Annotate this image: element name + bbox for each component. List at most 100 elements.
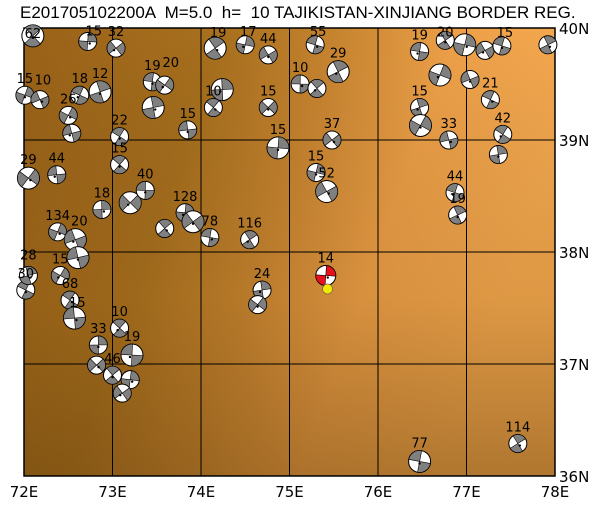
focal-mechanism[interactable] bbox=[21, 24, 45, 48]
focal-mechanism[interactable] bbox=[87, 355, 107, 375]
focal-mechanism[interactable] bbox=[92, 199, 112, 219]
focal-mechanism[interactable] bbox=[460, 70, 480, 90]
focal-mechanism[interactable] bbox=[475, 40, 495, 60]
focal-mechanism[interactable] bbox=[453, 33, 477, 57]
focal-mechanism[interactable] bbox=[439, 130, 459, 150]
focal-mechanism[interactable] bbox=[103, 365, 122, 385]
compressional-quadrant bbox=[306, 163, 326, 182]
compressional-quadrant bbox=[266, 136, 290, 160]
focal-mechanism[interactable] bbox=[16, 166, 40, 190]
focal-mechanism[interactable] bbox=[306, 162, 326, 182]
main-event-mechanism[interactable] bbox=[315, 265, 337, 287]
depth-label: 19 bbox=[210, 26, 227, 41]
focal-mechanism[interactable] bbox=[15, 85, 35, 105]
focal-mechanism[interactable] bbox=[210, 78, 234, 102]
focal-mechanism[interactable] bbox=[315, 180, 339, 204]
compressional-quadrant bbox=[489, 145, 508, 164]
focal-mechanism[interactable] bbox=[200, 227, 220, 247]
focal-mechanism[interactable] bbox=[120, 370, 140, 390]
focal-mechanism[interactable] bbox=[322, 130, 342, 150]
focal-mechanism[interactable] bbox=[135, 180, 155, 200]
focal-mechanism[interactable] bbox=[60, 290, 80, 310]
focal-mechanism[interactable] bbox=[235, 35, 255, 55]
focal-mechanism[interactable] bbox=[178, 120, 198, 140]
focal-mechanism[interactable] bbox=[181, 210, 205, 234]
focal-mechanism[interactable] bbox=[266, 136, 290, 160]
p-axis-dot bbox=[112, 48, 116, 52]
focal-mechanism[interactable] bbox=[203, 36, 227, 60]
focal-mechanism[interactable] bbox=[258, 45, 278, 65]
focal-mechanism[interactable] bbox=[118, 191, 142, 215]
p-axis-dot bbox=[491, 100, 494, 103]
focal-mechanism[interactable] bbox=[110, 127, 130, 147]
focal-mechanism[interactable] bbox=[110, 318, 130, 338]
focal-mechanism[interactable] bbox=[50, 266, 70, 286]
focal-mechanism[interactable] bbox=[66, 246, 90, 270]
focal-mechanism[interactable] bbox=[47, 165, 67, 185]
focal-mechanism[interactable] bbox=[508, 434, 528, 454]
focal-mechanism[interactable] bbox=[307, 78, 327, 98]
focal-mechanism[interactable] bbox=[488, 145, 508, 165]
focal-mechanism[interactable] bbox=[62, 306, 86, 330]
main-event[interactable] bbox=[315, 265, 337, 295]
depth-label: 30 bbox=[17, 267, 34, 282]
p-axis-dot bbox=[242, 45, 245, 48]
compressional-quadrant bbox=[111, 127, 128, 146]
p-axis-dot bbox=[468, 80, 472, 83]
depth-label: 10 bbox=[35, 74, 52, 89]
focal-mechanism[interactable] bbox=[70, 85, 90, 105]
focal-mechanism[interactable] bbox=[445, 183, 465, 203]
depth-label: 37 bbox=[324, 117, 341, 132]
depth-label: 17 bbox=[240, 25, 257, 40]
focal-mechanism[interactable] bbox=[18, 266, 38, 286]
focal-mechanism[interactable] bbox=[410, 98, 430, 118]
focal-mechanism[interactable] bbox=[112, 383, 132, 403]
focal-mechanism[interactable] bbox=[155, 218, 175, 238]
focal-mechanism[interactable] bbox=[120, 343, 144, 367]
focal-mechanism[interactable] bbox=[252, 280, 272, 300]
p-axis-dot bbox=[128, 355, 132, 359]
depth-label: 10 bbox=[111, 305, 128, 320]
focal-mechanism[interactable] bbox=[248, 295, 268, 315]
focal-mechanism[interactable] bbox=[30, 90, 50, 110]
depth-label: 24 bbox=[254, 267, 271, 282]
focal-mechanism[interactable] bbox=[141, 96, 165, 120]
focal-mechanism[interactable] bbox=[408, 113, 432, 137]
focal-mechanism[interactable] bbox=[110, 155, 130, 175]
compressional-quadrant bbox=[112, 385, 132, 401]
focal-mechanism[interactable] bbox=[62, 123, 82, 143]
p-axis-dot bbox=[518, 444, 522, 447]
focal-mechanism[interactable] bbox=[480, 90, 500, 110]
focal-mechanism[interactable] bbox=[492, 36, 512, 56]
focal-mechanism[interactable] bbox=[448, 205, 468, 225]
focal-mechanism[interactable] bbox=[155, 75, 175, 95]
focal-mechanism[interactable] bbox=[88, 335, 108, 355]
depth-label: 62 bbox=[25, 27, 42, 42]
focal-mechanism[interactable] bbox=[428, 63, 452, 87]
compressional-quadrant bbox=[87, 358, 106, 373]
p-axis-dot bbox=[111, 376, 114, 379]
focal-mechanism[interactable] bbox=[408, 449, 432, 473]
depth-label: 29 bbox=[20, 153, 37, 168]
focal-mechanism[interactable] bbox=[58, 105, 78, 125]
focal-mechanism[interactable] bbox=[106, 38, 126, 58]
depth-label: 22 bbox=[111, 114, 128, 129]
p-axis-dot bbox=[53, 175, 56, 178]
focal-mechanism[interactable] bbox=[240, 230, 260, 250]
focal-mechanism[interactable] bbox=[258, 98, 278, 118]
focal-mechanism[interactable] bbox=[78, 31, 98, 51]
focal-mechanism[interactable] bbox=[88, 80, 112, 104]
focal-mechanism[interactable] bbox=[305, 35, 325, 55]
focal-mechanism[interactable] bbox=[493, 124, 513, 144]
depth-label: 44 bbox=[447, 170, 464, 185]
focal-mechanism[interactable] bbox=[48, 222, 68, 242]
compressional-quadrant bbox=[62, 124, 82, 143]
focal-mechanism[interactable] bbox=[290, 74, 310, 94]
focal-mechanism[interactable] bbox=[410, 42, 430, 62]
focal-mechanism[interactable] bbox=[326, 60, 350, 84]
p-axis-dot bbox=[267, 55, 270, 59]
focal-mechanism[interactable] bbox=[538, 35, 558, 55]
p-axis-dot bbox=[31, 36, 35, 40]
focal-mechanism[interactable] bbox=[203, 98, 223, 118]
